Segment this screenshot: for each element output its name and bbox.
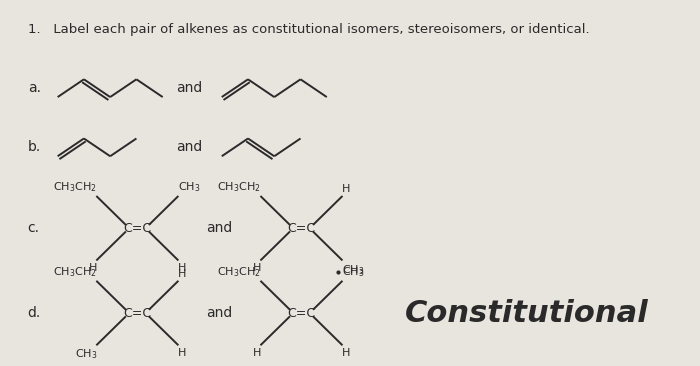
Text: H: H (178, 263, 186, 273)
Text: H: H (253, 263, 261, 273)
Text: CH$_3$: CH$_3$ (342, 263, 364, 277)
Text: 1.   Label each pair of alkenes as constitutional isomers, stereoisomers, or ide: 1. Label each pair of alkenes as constit… (27, 23, 589, 36)
Text: C=C: C=C (288, 307, 316, 320)
Text: H: H (342, 348, 350, 358)
Text: and: and (176, 140, 202, 154)
Text: CH$_3$: CH$_3$ (342, 265, 364, 279)
Text: H: H (89, 263, 97, 273)
Text: Constitutional: Constitutional (405, 299, 648, 328)
Text: and: and (206, 306, 232, 320)
Text: d.: d. (27, 306, 41, 320)
Text: H: H (342, 184, 350, 194)
Text: C=C: C=C (123, 222, 151, 235)
Text: C=C: C=C (288, 222, 316, 235)
Text: and: and (206, 221, 232, 235)
Text: CH$_3$CH$_2$: CH$_3$CH$_2$ (217, 180, 261, 194)
Text: CH$_3$CH$_2$: CH$_3$CH$_2$ (217, 265, 261, 279)
Text: H: H (253, 348, 261, 358)
Text: and: and (176, 81, 202, 95)
Text: C=C: C=C (123, 307, 151, 320)
Text: b.: b. (27, 140, 41, 154)
Text: CH$_3$: CH$_3$ (178, 180, 200, 194)
Text: CH$_3$CH$_2$: CH$_3$CH$_2$ (53, 180, 97, 194)
Text: H: H (178, 348, 186, 358)
Text: CH$_3$: CH$_3$ (74, 348, 97, 361)
Text: c.: c. (27, 221, 40, 235)
Text: CH$_3$CH$_2$: CH$_3$CH$_2$ (53, 265, 97, 279)
Text: a.: a. (27, 81, 41, 95)
Text: H: H (178, 269, 186, 279)
